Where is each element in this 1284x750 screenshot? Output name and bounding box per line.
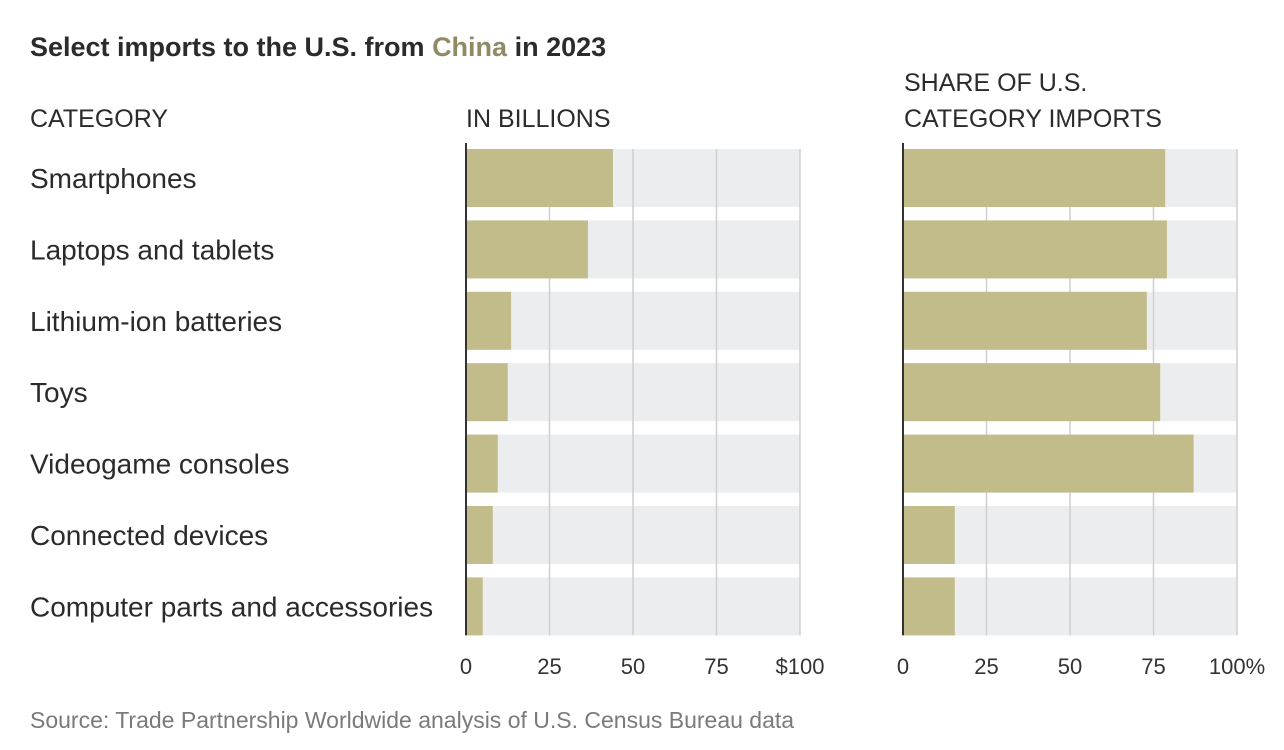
share-bar-toys (903, 363, 1161, 422)
share-panel: 0 25 50 75 100% (897, 143, 1265, 679)
share-bar-computer-parts-and-accessories (903, 577, 955, 636)
chart-title-suffix: in 2023 (507, 32, 606, 62)
chart-title: Select imports to the U.S. from China in… (30, 32, 606, 62)
share-tick-label-100: 100% (1209, 654, 1265, 679)
billions-bar-computer-parts-and-accessories (466, 577, 483, 636)
category-label-smartphones: Smartphones (30, 163, 197, 194)
billions-tick-label-100: $100 (776, 654, 825, 679)
share-header-line-1: SHARE OF U.S. (904, 69, 1087, 97)
billions-bar-toys (466, 363, 508, 422)
billions-tick-label-25: 25 (537, 654, 561, 679)
category-label-connected-devices: Connected devices (30, 520, 268, 551)
share-tick-label-0: 0 (897, 654, 909, 679)
category-label-computer-parts-and-accessories: Computer parts and accessories (30, 591, 433, 622)
billions-bar-videogame-consoles (466, 434, 498, 493)
share-bar-connected-devices (903, 506, 955, 564)
billions-panel: 0 25 50 75 $100 (460, 143, 825, 679)
share-bar-smartphones (903, 149, 1166, 207)
category-label-laptops-and-tablets: Laptops and tablets (30, 234, 274, 265)
share-header-line-2: CATEGORY IMPORTS (904, 105, 1162, 133)
chart-title-highlight: China (432, 32, 508, 62)
category-header: CATEGORY (30, 105, 168, 133)
share-bar-laptops-and-tablets (903, 220, 1167, 279)
billions-bar-connected-devices (466, 506, 493, 564)
billions-tick-label-50: 50 (621, 654, 645, 679)
billions-bar-laptops-and-tablets (466, 220, 588, 279)
share-tick-label-25: 25 (974, 654, 998, 679)
category-label-lithium-ion-batteries: Lithium-ion batteries (30, 306, 282, 337)
billions-tick-label-75: 75 (704, 654, 728, 679)
share-bar-videogame-consoles (903, 434, 1194, 493)
billions-bar-smartphones (466, 149, 613, 207)
source-note: Source: Trade Partnership Worldwide anal… (30, 707, 794, 733)
share-tick-label-75: 75 (1141, 654, 1165, 679)
chart-title-prefix: Select imports to the U.S. from (30, 32, 432, 62)
billions-bar-lithium-ion-batteries (466, 291, 512, 350)
billions-header: IN BILLIONS (466, 105, 611, 133)
share-tick-label-50: 50 (1058, 654, 1082, 679)
billions-tick-label-0: 0 (460, 654, 472, 679)
share-bar-lithium-ion-batteries (903, 291, 1147, 350)
category-label-toys: Toys (30, 377, 88, 408)
category-label-videogame-consoles: Videogame consoles (30, 449, 289, 480)
category-labels: Smartphones Laptops and tablets Lithium-io… (30, 163, 433, 622)
